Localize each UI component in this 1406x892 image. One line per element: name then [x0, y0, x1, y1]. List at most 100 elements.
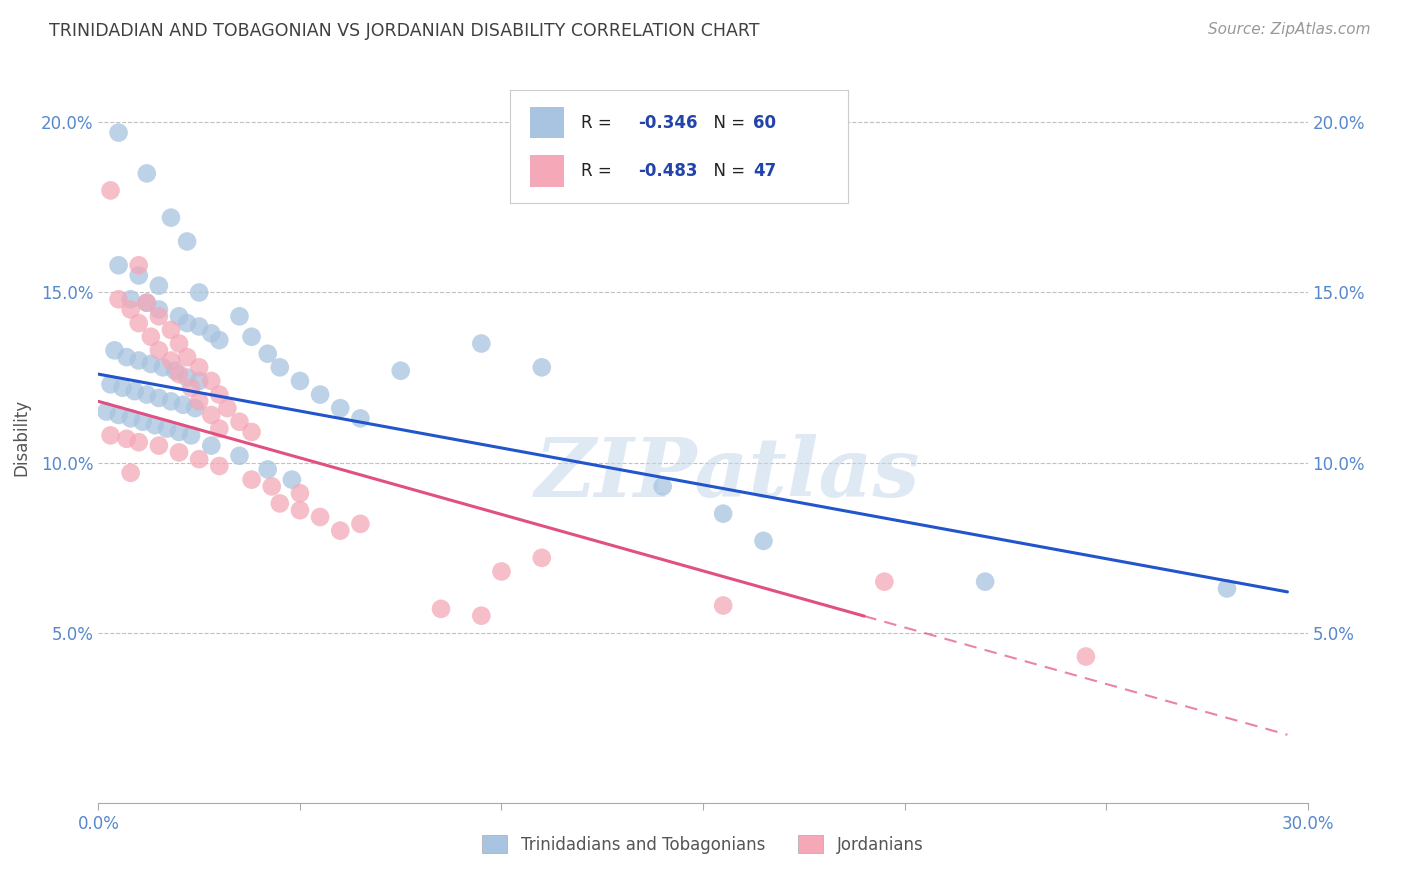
- Point: [107, 408, 129, 422]
- Point: [160, 394, 183, 409]
- Point: [217, 401, 239, 416]
- Point: [184, 401, 207, 416]
- Point: [260, 479, 283, 493]
- Point: [176, 350, 198, 364]
- Point: [135, 387, 157, 401]
- Point: [148, 391, 170, 405]
- Point: [228, 310, 250, 324]
- Point: [200, 326, 222, 341]
- Point: [491, 565, 513, 579]
- Point: [124, 384, 146, 399]
- Point: [148, 310, 170, 324]
- Point: [240, 329, 263, 343]
- Point: [188, 360, 211, 375]
- Point: [530, 360, 553, 375]
- Point: [873, 574, 896, 589]
- Text: Source: ZipAtlas.com: Source: ZipAtlas.com: [1208, 22, 1371, 37]
- Point: [188, 452, 211, 467]
- Point: [470, 336, 492, 351]
- Point: [188, 319, 211, 334]
- Point: [160, 211, 183, 225]
- Point: [208, 333, 231, 347]
- Point: [329, 524, 352, 538]
- Point: [167, 445, 190, 459]
- Point: [128, 268, 150, 283]
- Point: [111, 381, 134, 395]
- Point: [188, 394, 211, 409]
- Point: [163, 364, 186, 378]
- Point: [148, 439, 170, 453]
- Point: [135, 295, 157, 310]
- Point: [711, 599, 734, 613]
- Point: [470, 608, 492, 623]
- Point: [176, 316, 198, 330]
- Point: [1074, 649, 1097, 664]
- Point: [176, 370, 198, 384]
- Point: [974, 574, 997, 589]
- Point: [288, 374, 311, 388]
- Point: [156, 421, 179, 435]
- Point: [188, 374, 211, 388]
- Point: [389, 364, 412, 378]
- Point: [349, 411, 371, 425]
- Point: [752, 533, 775, 548]
- Point: [269, 496, 291, 510]
- Point: [309, 510, 332, 524]
- Point: [167, 367, 190, 381]
- Point: [256, 462, 278, 476]
- Point: [180, 381, 202, 395]
- Point: [120, 466, 142, 480]
- Point: [107, 258, 129, 272]
- Point: [148, 302, 170, 317]
- Point: [128, 258, 150, 272]
- Point: [430, 602, 453, 616]
- Point: [148, 278, 170, 293]
- Point: [288, 503, 311, 517]
- Point: [135, 295, 157, 310]
- Point: [139, 357, 162, 371]
- Point: [349, 516, 371, 531]
- Text: ZIPatlas: ZIPatlas: [534, 434, 920, 514]
- Point: [172, 398, 194, 412]
- Point: [107, 126, 129, 140]
- Point: [176, 235, 198, 249]
- Point: [135, 166, 157, 180]
- Point: [240, 473, 263, 487]
- Point: [256, 347, 278, 361]
- Point: [309, 387, 332, 401]
- Point: [139, 329, 162, 343]
- Point: [711, 507, 734, 521]
- Y-axis label: Disability: Disability: [11, 399, 30, 475]
- Point: [128, 316, 150, 330]
- Point: [200, 408, 222, 422]
- Point: [100, 183, 122, 197]
- Point: [200, 374, 222, 388]
- Point: [167, 425, 190, 439]
- Point: [281, 473, 304, 487]
- Point: [107, 293, 129, 307]
- Point: [128, 435, 150, 450]
- Point: [160, 353, 183, 368]
- Point: [115, 350, 138, 364]
- Point: [208, 421, 231, 435]
- Point: [148, 343, 170, 358]
- Point: [120, 293, 142, 307]
- Text: TRINIDADIAN AND TOBAGONIAN VS JORDANIAN DISABILITY CORRELATION CHART: TRINIDADIAN AND TOBAGONIAN VS JORDANIAN …: [49, 22, 759, 40]
- Point: [188, 285, 211, 300]
- Point: [329, 401, 352, 416]
- Point: [152, 360, 174, 375]
- Point: [100, 377, 122, 392]
- Point: [143, 418, 166, 433]
- Point: [100, 428, 122, 442]
- Point: [120, 411, 142, 425]
- Point: [651, 479, 673, 493]
- Point: [240, 425, 263, 439]
- Point: [208, 387, 231, 401]
- Point: [167, 336, 190, 351]
- Point: [288, 486, 311, 500]
- Legend: Trinidadians and Tobagonians, Jordanians: Trinidadians and Tobagonians, Jordanians: [475, 829, 931, 860]
- Point: [1216, 582, 1239, 596]
- Point: [180, 428, 202, 442]
- Point: [167, 310, 190, 324]
- Point: [128, 353, 150, 368]
